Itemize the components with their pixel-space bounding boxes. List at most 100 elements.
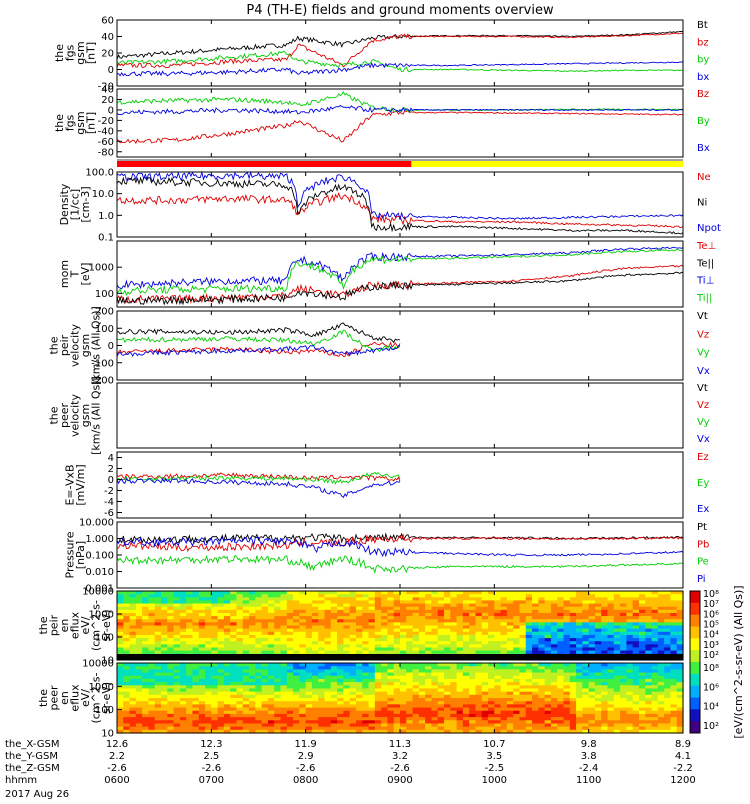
heatmap-cell [129,591,137,595]
heatmap-cell [374,672,382,677]
heatmap-cell [431,688,439,693]
heatmap-cell [293,650,300,655]
heatmap-cell [481,688,489,693]
heatmap-cell [267,723,275,728]
heatmap-cell [337,622,344,627]
heatmap-cell [129,600,137,605]
heatmap-cell [236,701,244,705]
heatmap-cell [255,729,263,734]
heatmap-cell [223,707,231,712]
heatmap-cell [154,726,162,731]
heatmap-cell [161,663,168,667]
heatmap-cell [211,701,219,705]
y-tick-label: -40 [98,126,114,137]
heatmap-cell [513,713,521,718]
heatmap-cell [192,628,200,633]
heatmap-cell [645,647,653,652]
heatmap-cell [588,663,596,667]
heatmap-cell [381,675,389,680]
heatmap-cell [148,672,156,677]
heatmap-cell [582,688,590,693]
heatmap-cell [425,717,433,721]
heatmap-cell [594,644,602,649]
heatmap-cell [657,669,665,674]
heatmap-cell [456,707,464,712]
heatmap-cell [588,619,596,623]
heatmap-cell [550,638,558,642]
x-axis-row-label: hhmm [5,775,37,786]
heatmap-cell [179,634,187,639]
heatmap-cell [607,720,615,725]
heatmap-cell [431,612,439,617]
heatmap-cell [588,704,596,709]
heatmap-cell [311,616,319,620]
heatmap-cell [343,726,351,731]
heatmap-cell [456,682,464,686]
heatmap-cell [500,672,508,677]
heatmap-cell [425,663,433,667]
heatmap-cell [179,713,187,718]
heatmap-cell [355,713,363,718]
heatmap-cell [129,723,137,728]
heatmap-cell [632,685,640,690]
heatmap-cell [349,622,357,627]
heatmap-cell [267,720,275,725]
heatmap-cell [418,647,426,652]
heatmap-cell [318,606,326,611]
heatmap-cell [349,713,357,718]
heatmap-cell [576,720,583,725]
heatmap-cell [657,688,665,693]
heatmap-cell [381,704,389,709]
heatmap-cell [594,729,602,734]
heatmap-cell [267,701,275,705]
heatmap-cell [469,717,477,721]
heatmap-cell [632,707,640,712]
heatmap-cell [569,723,577,728]
heatmap-cell [249,691,256,696]
legend-entry-By: By [697,116,710,127]
heatmap-cell [167,713,175,718]
heatmap-cell [626,672,634,677]
heatmap-cell [211,717,219,721]
heatmap-cell [406,612,414,617]
heatmap-cell [330,641,338,645]
heatmap-cell [211,641,219,645]
heatmap-cell [192,691,200,696]
legend-entry-Ti||: Ti|| [696,293,712,304]
heatmap-cell [167,634,175,639]
heatmap-cell [525,616,533,620]
heatmap-cell [249,603,256,608]
heatmap-cell [519,720,527,725]
heatmap-cell [387,726,395,731]
heatmap-cell [236,594,244,598]
y-axis-label-line: peer [48,685,61,711]
x-tick-label-x: 11.3 [389,739,411,750]
heatmap-cell [431,669,439,674]
heatmap-cell [135,698,143,702]
colorbar-segment [690,614,700,627]
heatmap-cell [544,606,552,611]
heatmap-cell [305,685,313,690]
heatmap-cell [249,634,256,639]
heatmap-cell [406,644,414,649]
heatmap-cell [123,669,131,674]
heatmap-cell [425,691,433,696]
heatmap-cell [173,723,181,728]
heatmap-cell [418,638,426,642]
heatmap-cell [280,675,288,680]
heatmap-cell [525,713,533,718]
heatmap-cell [632,603,640,608]
heatmap-cell [167,707,175,712]
heatmap-cell [305,625,313,630]
heatmap-cell [412,631,420,636]
heatmap-cell [211,634,219,639]
heatmap-cell [205,729,212,734]
heatmap-cell [601,688,609,693]
heatmap-cell [469,597,477,602]
heatmap-cell [318,638,326,642]
heatmap-cell [205,634,212,639]
heatmap-cell [311,707,319,712]
heatmap-cell [387,603,395,608]
heatmap-cell [324,688,332,693]
